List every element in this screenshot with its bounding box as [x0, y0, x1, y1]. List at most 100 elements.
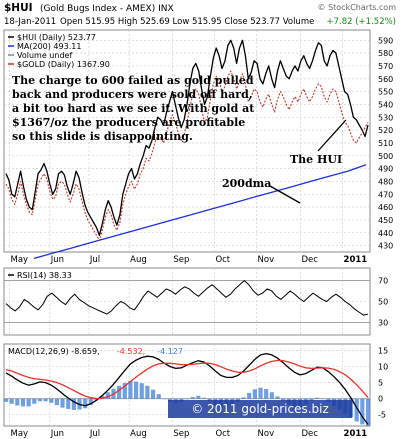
main-legend-label: $GOLD (Daily) 1367.90	[17, 60, 110, 69]
watermark: © 2011 gold-prices.biz	[191, 402, 329, 416]
macd-histogram-bar	[15, 398, 20, 406]
macd-histogram-bar	[9, 398, 14, 404]
chart-date: 18-Jan-2011	[4, 17, 56, 27]
macd-x-tick-label: Jun	[50, 429, 64, 439]
main-tick-label: 430	[378, 242, 393, 251]
macd-histogram-bar	[105, 392, 110, 399]
chart-change: +7.82 (+1.52%)	[326, 17, 396, 27]
macd-histogram-bar	[20, 398, 26, 407]
chart-quote: Open 515.95 High 525.69 Low 515.95 Close…	[60, 17, 314, 27]
macd-histogram-bar	[156, 394, 161, 399]
macd-histogram-bar	[139, 383, 144, 399]
macd-histogram-bar	[365, 398, 371, 426]
macd-histogram-bar	[88, 398, 93, 405]
chart-name: (Gold Bugs Index - AMEX) INX	[40, 4, 174, 14]
macd-histogram-bar	[60, 398, 65, 408]
chart-credit: © StockCharts.com	[318, 3, 397, 12]
macd-x-tick-label: Dec	[301, 429, 318, 439]
commentary-line-5: so this slide is disappointing.	[12, 130, 193, 143]
main-tick-label: 450	[378, 216, 393, 225]
macd-histogram-bar	[100, 395, 105, 399]
main-tick-label: 550	[378, 88, 393, 97]
macd-histogram-bar	[247, 392, 252, 399]
macd-histogram-bar	[207, 398, 212, 402]
main-tick-label: 580	[378, 49, 393, 58]
main-tick-label: 520	[378, 126, 393, 135]
macd-legend-label: -4.532,	[117, 347, 145, 356]
macd-x-tick-label: Jul	[89, 429, 100, 439]
x-tick-label: Oct	[215, 255, 230, 265]
main-tick-label: 440	[378, 229, 393, 238]
macd-tick-label: 0	[378, 395, 383, 404]
macd-histogram-bar	[241, 397, 246, 399]
main-tick-label: 570	[378, 62, 393, 71]
main-tick-label: 480	[378, 177, 393, 186]
ma-label: 200dma	[222, 177, 271, 190]
x-tick-label: Nov	[258, 255, 275, 265]
macd-histogram-bar	[269, 392, 274, 399]
macd-histogram-bar	[360, 398, 365, 425]
hui-arrow	[317, 119, 347, 152]
main-tick-label: 590	[378, 36, 393, 45]
rsi-tick-label: 30	[378, 318, 388, 327]
macd-histogram-bar	[320, 398, 325, 400]
main-tick-label: 560	[378, 75, 393, 84]
macd-histogram-bar	[128, 380, 133, 399]
macd-tick-label: 5	[378, 379, 383, 388]
macd-histogram-bar	[162, 398, 167, 400]
x-tick-label: Aug	[130, 255, 147, 265]
x-tick-label: 2011	[344, 255, 368, 265]
chart-symbol: $HUI	[4, 2, 33, 14]
commentary-line-1: The charge to 600 failed as gold pulled	[12, 74, 254, 87]
macd-x-tick-label: Aug	[130, 429, 147, 439]
macd-histogram-bar	[122, 382, 127, 399]
macd-histogram-bar	[190, 397, 195, 399]
macd-panel: -5 0 5 10 15 May Jun Jul Aug Sep Oct Nov Dec 2011 MACD…	[3, 343, 388, 439]
macd-tick-label: 10	[378, 363, 388, 372]
commentary-line-4: $1367/oz the producers are profitable	[12, 116, 245, 129]
macd-histogram-bar	[275, 396, 280, 399]
macd-histogram-bar	[264, 389, 269, 399]
main-tick-label: 470	[378, 190, 393, 199]
macd-histogram-bar	[37, 398, 43, 402]
macd-x-tick-label: Oct	[215, 429, 230, 439]
main-legend-label: Volume undef	[17, 51, 72, 60]
commentary-text: The charge to 600 failed as gold pulled …	[12, 74, 258, 143]
x-tick-label: Jul	[89, 255, 100, 265]
macd-histogram-bar	[196, 395, 201, 399]
macd-histogram-bar	[309, 398, 314, 401]
price-panel: 430 440 450 460 470 480 490 500 510 520 530 540 550 5…	[3, 29, 393, 265]
macd-histogram-bar	[71, 398, 76, 410]
main-series--hui-daily-	[5, 39, 369, 236]
hui-label: The HUI	[290, 153, 342, 166]
macd-histogram-bar	[32, 398, 37, 404]
main-tick-label: 540	[378, 100, 393, 109]
x-tick-label: Sep	[173, 255, 189, 265]
macd-histogram-bar	[3, 398, 9, 402]
macd-histogram-bar	[134, 381, 139, 399]
macd-histogram-bar	[281, 398, 286, 401]
main-tick-label: 490	[378, 165, 393, 174]
rsi-tick-label: 50	[378, 298, 388, 307]
macd-legend-label: MACD(12,26,9) -8.659,	[8, 347, 100, 356]
commentary-line-2: back and producers were sold off hard,	[12, 88, 253, 101]
macd-histogram-bar	[66, 398, 71, 409]
main-tick-label: 510	[378, 139, 393, 148]
macd-histogram-bar	[145, 385, 150, 399]
x-tick-label: May	[10, 255, 28, 265]
rsi-panel: 30 50 70 RSI(14) 38.33	[3, 267, 388, 336]
macd-histogram-bar	[354, 398, 359, 422]
commentary-line-3: a bit too hard as we see it. With gold a…	[12, 102, 255, 115]
macd-histogram-bar	[117, 385, 122, 399]
x-tick-label: Jun	[50, 255, 64, 265]
main-legend-label: MA(200) 493.11	[17, 42, 81, 51]
macd-histogram-bar	[315, 397, 320, 399]
macd-series-signal	[5, 359, 369, 400]
rsi-tick-label: 70	[378, 277, 388, 286]
macd-histogram-bar	[201, 397, 207, 399]
ma-arrow	[269, 185, 301, 204]
main-series-ma-200-	[33, 164, 367, 260]
macd-x-tick-label: Nov	[258, 429, 275, 439]
macd-histogram-bar	[252, 389, 257, 399]
